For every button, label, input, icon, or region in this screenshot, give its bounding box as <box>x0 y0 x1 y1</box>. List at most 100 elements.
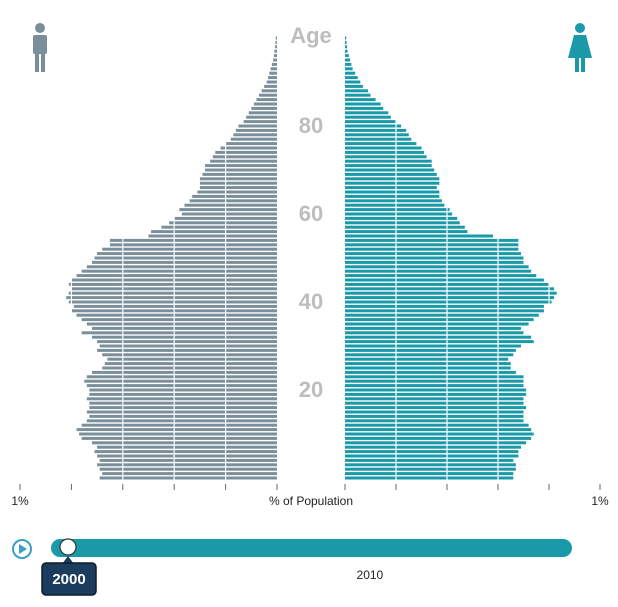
bar <box>81 331 278 335</box>
bar <box>97 463 277 467</box>
bar <box>345 278 544 282</box>
bar <box>215 150 277 154</box>
bar <box>345 397 524 401</box>
bar <box>345 186 437 190</box>
bar <box>345 76 358 80</box>
slider-handle[interactable] <box>59 538 77 556</box>
bar <box>97 340 277 344</box>
bar <box>345 208 450 212</box>
bar <box>94 256 277 260</box>
bar <box>91 326 278 330</box>
bar <box>345 463 516 467</box>
bar <box>248 111 277 115</box>
bar <box>345 384 524 388</box>
bar <box>102 247 278 251</box>
bar <box>97 454 277 458</box>
y-tick-label: 20 <box>299 377 323 402</box>
bar <box>345 406 527 410</box>
bar <box>89 414 277 418</box>
bar <box>345 296 555 300</box>
bar <box>345 40 347 44</box>
bar <box>109 238 277 242</box>
bar <box>86 322 277 326</box>
x-tick-label: 1% <box>11 494 29 508</box>
bar <box>345 146 422 150</box>
bar <box>104 362 277 366</box>
bar <box>148 234 277 238</box>
bar <box>345 291 557 295</box>
bar <box>210 159 277 163</box>
bar <box>345 247 519 251</box>
bar <box>345 159 432 163</box>
y-tick-label: 80 <box>299 113 323 138</box>
bar <box>68 291 277 295</box>
bar <box>264 84 277 88</box>
bar <box>345 243 519 247</box>
bar <box>151 230 277 234</box>
bar <box>345 304 544 308</box>
bar <box>345 335 532 339</box>
male-icon <box>33 23 47 72</box>
bar <box>345 36 347 40</box>
bar <box>81 269 278 273</box>
female-icon <box>568 23 592 72</box>
bar <box>345 357 509 361</box>
bar <box>268 76 277 80</box>
bar <box>86 265 277 269</box>
bar <box>68 300 277 304</box>
bar <box>345 300 552 304</box>
bar <box>184 203 277 207</box>
bar <box>99 344 277 348</box>
bar <box>345 265 529 269</box>
bar <box>345 58 351 62</box>
bar <box>345 252 521 256</box>
bar <box>256 98 277 102</box>
bar <box>345 366 511 370</box>
bar <box>197 190 277 194</box>
bar <box>345 49 348 53</box>
bar <box>220 146 277 150</box>
bar <box>345 476 514 480</box>
bar <box>97 445 277 449</box>
bar <box>86 375 277 379</box>
bar <box>345 194 440 198</box>
bar <box>189 199 277 203</box>
bar <box>345 124 402 128</box>
bar <box>345 410 524 414</box>
bar <box>345 313 539 317</box>
bar <box>266 80 277 84</box>
bar <box>345 225 465 229</box>
bar <box>345 370 516 374</box>
bar <box>273 58 277 62</box>
bar <box>81 423 278 427</box>
bar <box>181 212 277 216</box>
bar <box>345 120 396 124</box>
bar <box>99 476 277 480</box>
bar <box>199 177 277 181</box>
bar <box>345 388 527 392</box>
bar <box>271 62 277 66</box>
bar <box>225 142 277 146</box>
bar <box>94 450 277 454</box>
bar <box>270 67 277 71</box>
play-button[interactable] <box>12 539 32 559</box>
bar <box>345 375 524 379</box>
bar <box>91 260 278 264</box>
bar <box>89 406 277 410</box>
bar <box>345 260 524 264</box>
bar <box>345 93 371 97</box>
bar <box>345 419 524 423</box>
bar <box>102 472 278 476</box>
bar <box>345 230 468 234</box>
bar <box>233 133 277 137</box>
bar <box>345 238 519 242</box>
slider-tick-label: 2010 <box>357 568 384 582</box>
bar <box>345 472 514 476</box>
bar <box>99 458 277 462</box>
bar <box>269 71 277 75</box>
bar <box>76 428 277 432</box>
bar <box>345 172 437 176</box>
bar <box>345 450 519 454</box>
